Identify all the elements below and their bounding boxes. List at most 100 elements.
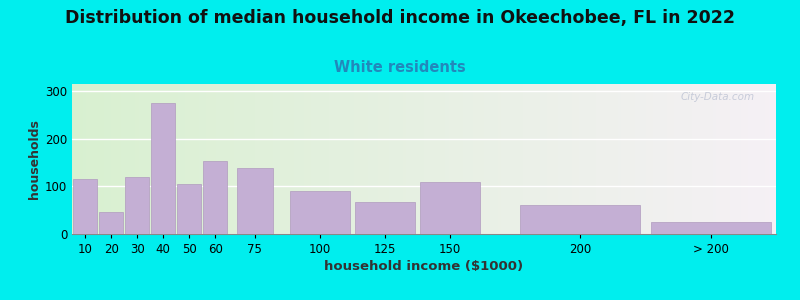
Bar: [417, 84, 421, 234]
Bar: [590, 84, 593, 234]
Bar: [308, 84, 311, 234]
Bar: [315, 84, 318, 234]
Bar: [294, 84, 298, 234]
Bar: [642, 84, 646, 234]
Bar: [220, 84, 223, 234]
Bar: [151, 103, 175, 234]
Bar: [97, 84, 100, 234]
Bar: [650, 84, 653, 234]
Bar: [202, 84, 206, 234]
Bar: [266, 84, 269, 234]
Bar: [396, 84, 399, 234]
Bar: [185, 84, 188, 234]
Bar: [227, 84, 230, 234]
Bar: [667, 84, 670, 234]
Bar: [406, 84, 410, 234]
Bar: [389, 84, 392, 234]
Bar: [399, 84, 403, 234]
Bar: [213, 84, 216, 234]
Bar: [762, 84, 766, 234]
Bar: [554, 84, 558, 234]
Bar: [459, 84, 462, 234]
Bar: [509, 84, 512, 234]
Bar: [333, 84, 336, 234]
Bar: [150, 84, 153, 234]
Bar: [618, 84, 621, 234]
Bar: [128, 84, 132, 234]
Bar: [343, 84, 346, 234]
Bar: [562, 84, 565, 234]
Bar: [357, 84, 361, 234]
Bar: [230, 84, 234, 234]
Bar: [522, 84, 526, 234]
Bar: [286, 84, 290, 234]
Bar: [210, 84, 213, 234]
Bar: [378, 84, 382, 234]
Bar: [600, 84, 603, 234]
Bar: [575, 84, 579, 234]
Bar: [298, 84, 301, 234]
Bar: [206, 84, 210, 234]
Y-axis label: households: households: [28, 119, 41, 199]
Bar: [269, 84, 273, 234]
Bar: [651, 222, 770, 234]
Bar: [125, 84, 128, 234]
Bar: [730, 84, 734, 234]
Bar: [311, 84, 315, 234]
Bar: [374, 84, 378, 234]
Bar: [603, 84, 607, 234]
Bar: [107, 84, 110, 234]
Bar: [558, 84, 562, 234]
Bar: [526, 84, 530, 234]
Bar: [90, 84, 93, 234]
Bar: [442, 84, 445, 234]
Bar: [734, 84, 738, 234]
Bar: [195, 84, 198, 234]
Bar: [178, 84, 181, 234]
Bar: [741, 84, 744, 234]
Bar: [462, 84, 466, 234]
Bar: [744, 84, 748, 234]
Bar: [484, 84, 487, 234]
Bar: [368, 84, 371, 234]
Bar: [110, 84, 114, 234]
Bar: [521, 206, 641, 234]
Bar: [386, 84, 389, 234]
Bar: [593, 84, 597, 234]
Bar: [82, 84, 86, 234]
Bar: [290, 191, 350, 234]
Bar: [449, 84, 452, 234]
Bar: [354, 84, 357, 234]
Bar: [153, 84, 157, 234]
Bar: [322, 84, 326, 234]
Bar: [723, 84, 726, 234]
Bar: [445, 84, 449, 234]
Bar: [607, 84, 610, 234]
Bar: [547, 84, 550, 234]
Bar: [178, 184, 202, 234]
Bar: [713, 84, 716, 234]
Bar: [339, 84, 343, 234]
Bar: [364, 84, 368, 234]
Bar: [238, 84, 241, 234]
Bar: [505, 84, 509, 234]
Bar: [456, 84, 459, 234]
Bar: [135, 84, 139, 234]
Bar: [79, 84, 82, 234]
Bar: [480, 84, 484, 234]
Bar: [537, 84, 540, 234]
Bar: [181, 84, 185, 234]
Bar: [653, 84, 656, 234]
Bar: [258, 84, 262, 234]
Bar: [192, 84, 195, 234]
Bar: [681, 84, 685, 234]
Bar: [452, 84, 456, 234]
Bar: [326, 84, 329, 234]
Bar: [100, 84, 104, 234]
Bar: [660, 84, 663, 234]
Bar: [638, 84, 642, 234]
Bar: [414, 84, 417, 234]
Bar: [582, 84, 586, 234]
Bar: [544, 84, 547, 234]
Bar: [355, 202, 415, 234]
